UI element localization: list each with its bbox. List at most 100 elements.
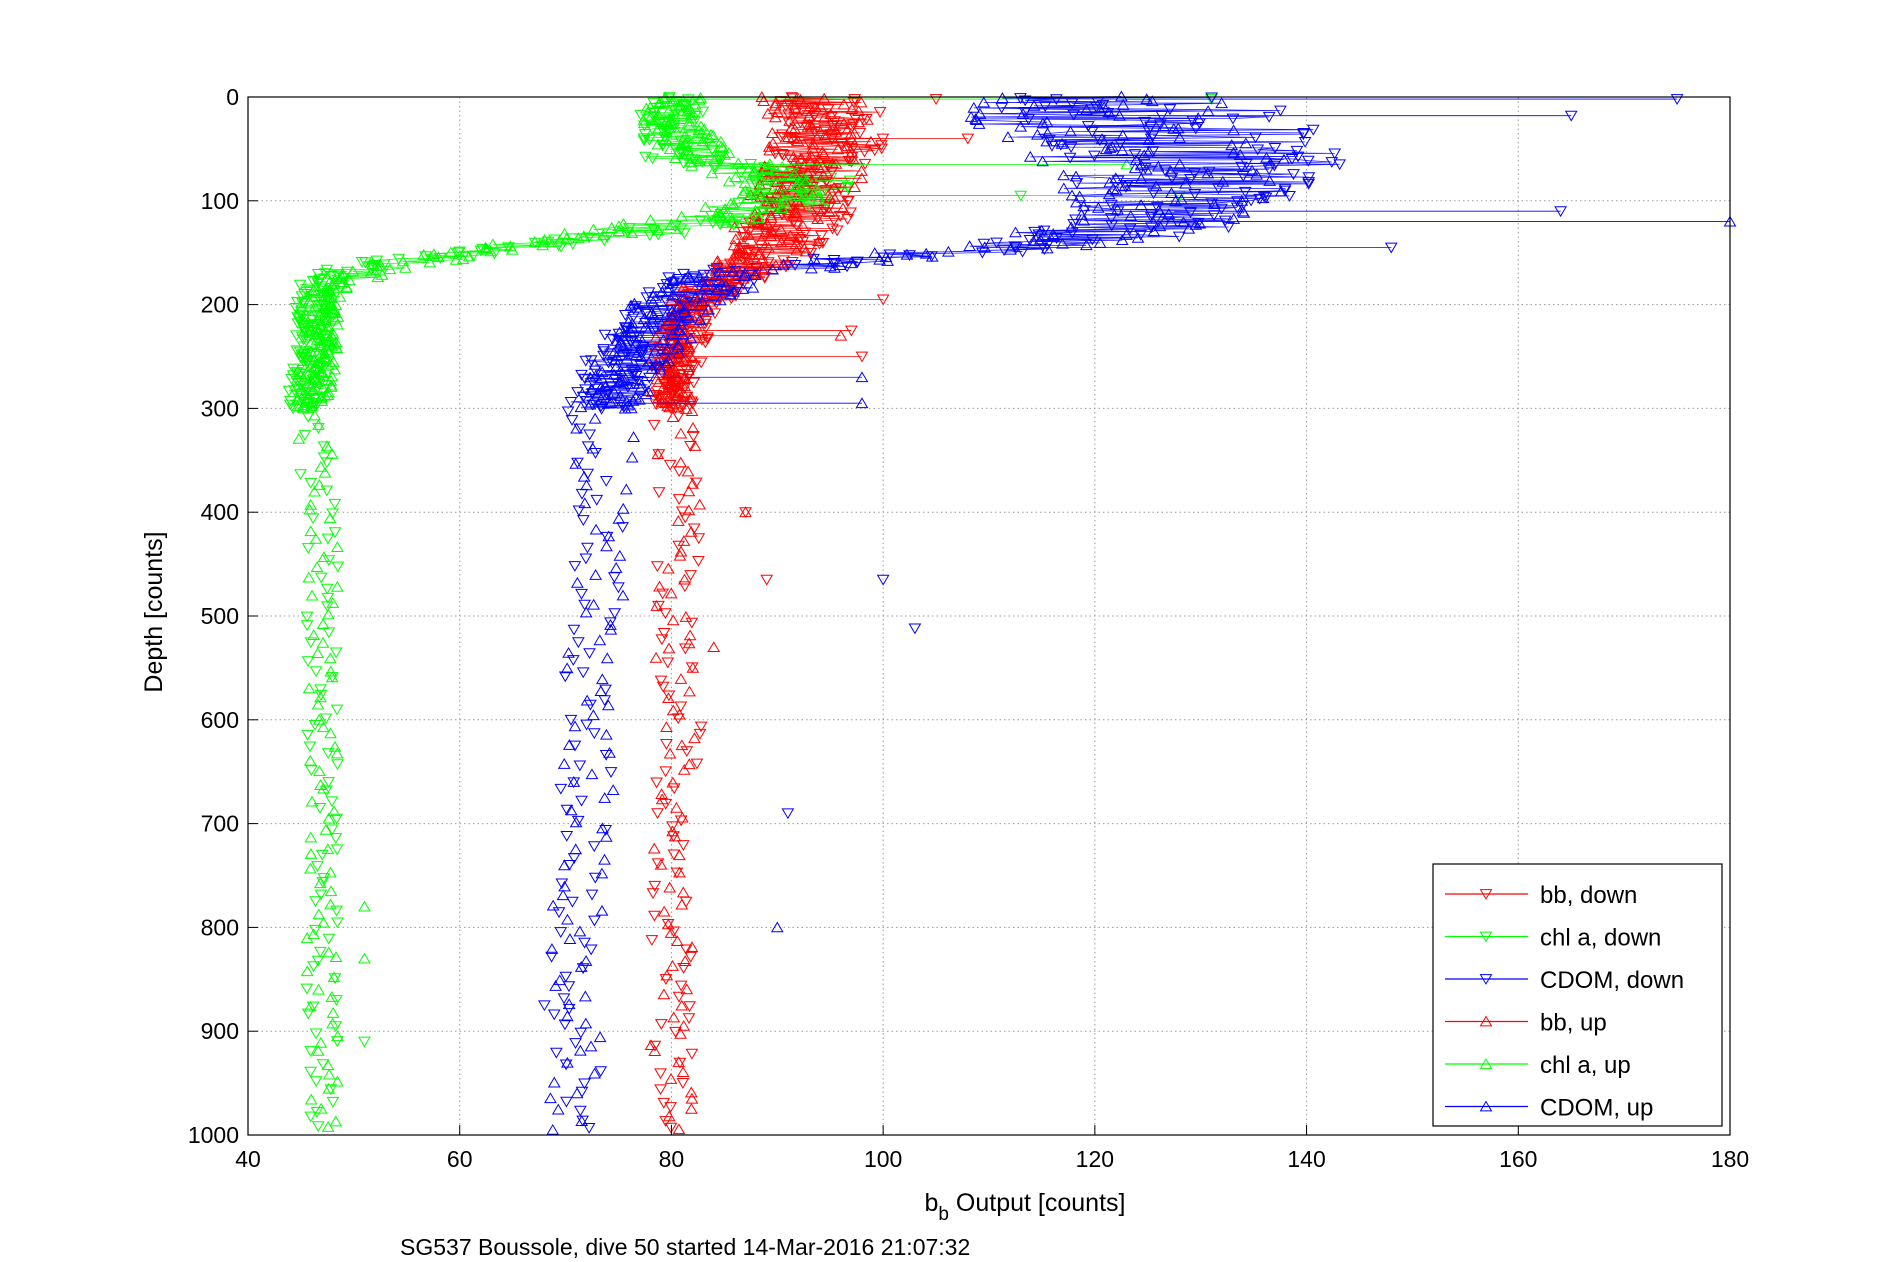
- data-point-1: [330, 704, 344, 716]
- data-point-5: [978, 241, 992, 253]
- data-point-2: [588, 365, 602, 377]
- data-point-1: [325, 796, 339, 808]
- data-point-2: [1244, 195, 1258, 207]
- data-point-4: [322, 1082, 336, 1094]
- data-point-1: [552, 240, 565, 252]
- data-point-1: [364, 264, 378, 276]
- data-point-5: [562, 998, 576, 1010]
- data-point-5: [563, 933, 577, 944]
- data-point-2: [555, 878, 569, 890]
- data-point-0: [709, 278, 723, 289]
- x-tick-label: 80: [659, 1146, 685, 1172]
- data-point-2: [666, 284, 680, 295]
- data-point-0: [655, 634, 669, 646]
- data-point-2: [1165, 172, 1179, 184]
- data-point-3: [677, 763, 691, 775]
- data-point-5: [1137, 149, 1151, 161]
- data-point-5: [617, 378, 631, 390]
- data-point-3: [678, 573, 691, 585]
- data-point-5: [1056, 237, 1069, 249]
- data-point-4: [651, 224, 665, 236]
- data-point-3: [788, 123, 802, 135]
- data-point-2: [586, 388, 600, 399]
- data-point-3: [774, 236, 788, 248]
- data-point-1: [284, 395, 297, 407]
- data-point-4: [304, 1093, 318, 1105]
- data-point-4: [383, 263, 397, 275]
- data-point-4: [324, 866, 337, 878]
- data-point-3: [831, 143, 845, 155]
- data-point-0: [652, 600, 665, 612]
- data-point-5: [1116, 129, 1130, 141]
- data-point-3: [674, 1027, 687, 1039]
- data-point-5: [1064, 125, 1077, 137]
- data-point-4: [324, 665, 338, 677]
- data-point-2: [1302, 177, 1316, 188]
- data-point-5: [623, 325, 637, 337]
- data-point-1: [315, 283, 328, 295]
- data-point-3: [673, 708, 686, 720]
- data-point-2: [1249, 132, 1262, 144]
- data-point-3: [834, 329, 848, 341]
- data-point-3: [671, 515, 685, 526]
- data-point-3: [675, 377, 688, 389]
- data-point-4: [305, 309, 318, 321]
- data-point-4: [301, 316, 315, 327]
- data-point-2: [583, 429, 597, 441]
- data-point-4: [605, 221, 619, 233]
- data-point-5: [1215, 97, 1229, 109]
- data-point-3: [684, 391, 698, 403]
- data-point-0: [654, 675, 668, 687]
- data-point-4: [313, 877, 327, 889]
- data-point-4: [309, 532, 323, 544]
- data-point-3: [726, 251, 740, 263]
- data-point-1: [315, 849, 329, 861]
- data-point-5: [672, 324, 686, 336]
- data-point-1: [301, 543, 315, 554]
- data-point-3: [852, 105, 866, 117]
- data-point-5: [596, 822, 609, 834]
- data-point-1: [597, 235, 611, 247]
- data-point-0: [830, 225, 844, 237]
- data-point-2: [573, 423, 587, 435]
- data-point-1: [298, 289, 311, 300]
- data-point-5: [719, 279, 733, 291]
- data-point-2: [588, 915, 601, 927]
- data-point-0: [676, 400, 690, 412]
- data-point-1: [305, 765, 318, 777]
- data-point-3: [666, 411, 680, 422]
- data-point-5: [633, 382, 647, 394]
- data-point-3: [682, 485, 696, 497]
- data-point-2: [1287, 169, 1300, 180]
- data-point-5: [1142, 145, 1156, 157]
- data-point-2: [576, 963, 590, 975]
- data-point-4: [398, 261, 412, 273]
- data-point-5: [613, 390, 627, 401]
- data-point-4: [587, 223, 600, 235]
- data-point-1: [311, 277, 325, 289]
- data-point-2: [641, 380, 654, 391]
- data-point-4: [542, 236, 555, 248]
- data-point-4: [300, 965, 314, 977]
- legend: bb, down chl a, down CDOM, down bb, up chl a…: [1432, 863, 1723, 1127]
- data-point-0: [664, 1102, 677, 1113]
- data-point-2: [1184, 173, 1197, 185]
- data-point-3: [677, 1019, 691, 1031]
- data-point-1: [466, 250, 480, 262]
- data-point-5: [868, 247, 882, 258]
- data-point-5: [580, 694, 594, 706]
- data-point-5: [598, 792, 612, 803]
- data-point-1: [311, 268, 325, 280]
- data-point-3: [679, 610, 693, 622]
- data-point-3: [661, 399, 675, 411]
- data-point-1: [476, 243, 489, 255]
- data-point-2: [560, 1096, 573, 1108]
- data-point-4: [329, 951, 343, 963]
- data-point-4: [304, 345, 318, 357]
- data-point-2: [545, 951, 558, 963]
- data-point-4: [304, 848, 318, 859]
- data-point-0: [779, 261, 793, 273]
- data-point-2: [1063, 152, 1077, 164]
- data-point-4: [331, 1030, 345, 1042]
- data-point-5: [1040, 242, 1054, 254]
